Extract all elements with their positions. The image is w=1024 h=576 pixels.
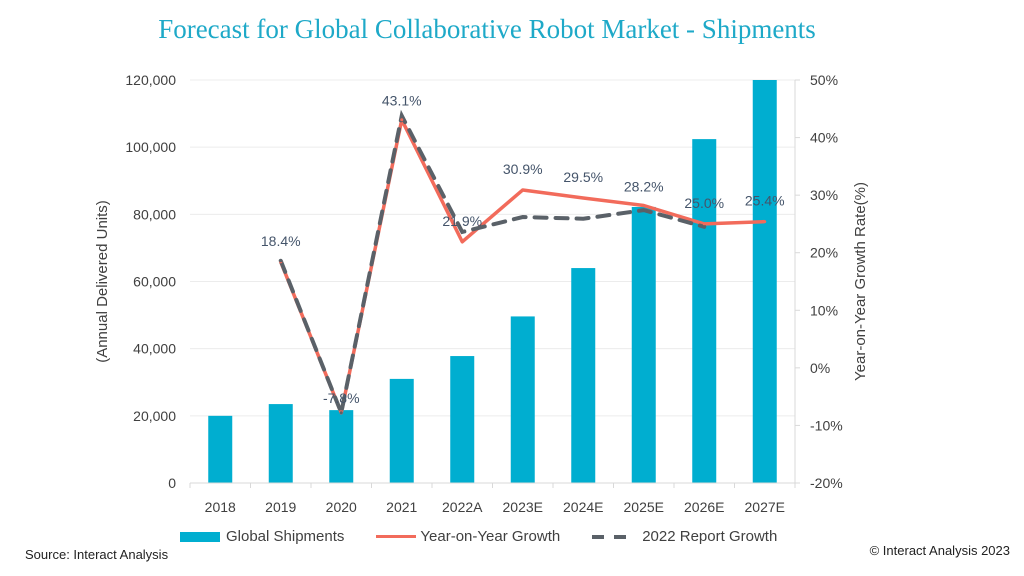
chart-title: Forecast for Global Collaborative Robot …	[158, 14, 816, 44]
y-tick-label: 60,000	[133, 274, 176, 290]
point-yoy-growth	[642, 204, 646, 208]
y2-tick-label: 20%	[810, 245, 838, 261]
legend-label: Year-on-Year Growth	[420, 528, 561, 545]
data-label: 21.9%	[442, 213, 482, 229]
bar-series-global-shipments	[208, 80, 777, 483]
point-2022-report-growth	[279, 259, 283, 263]
point-2022-report-growth	[642, 208, 646, 212]
point-yoy-growth	[460, 240, 464, 244]
legend-item-report-growth: 2022 Report Growth	[592, 528, 777, 545]
data-label: -7.8%	[323, 390, 360, 406]
y2-axis-title: Year-on-Year Growth Rate(%)	[852, 182, 869, 381]
x-tick-label: 2022A	[442, 499, 483, 515]
x-tick-label: 2024E	[563, 499, 603, 515]
bar	[268, 404, 293, 483]
bar	[450, 356, 475, 483]
point-2022-report-growth	[400, 114, 404, 118]
data-label: 25.0%	[684, 195, 724, 211]
line-2022-report-growth	[278, 109, 707, 420]
x-tick-label: 2023E	[503, 499, 543, 515]
x-tick-label: 2020	[326, 499, 357, 515]
bar	[208, 415, 233, 483]
point-2022-report-growth	[521, 215, 525, 219]
y-tick-label: 40,000	[133, 341, 176, 357]
point-yoy-growth	[400, 118, 404, 122]
y2-tick-label: 0%	[810, 360, 830, 376]
x-tick-label: 2025E	[624, 499, 664, 515]
source-note: Source: Interact Analysis	[25, 547, 169, 562]
legend-label: Global Shipments	[226, 528, 345, 545]
y-tick-label: 0	[168, 475, 176, 491]
y2-tick-label: -10%	[810, 417, 843, 433]
bar	[571, 268, 596, 483]
legend-swatch-line	[376, 535, 417, 538]
legend-item-yoy-growth: Year-on-Year Growth	[376, 528, 560, 545]
y2-tick-label: 50%	[810, 72, 838, 88]
x-tick-label: 2026E	[684, 499, 724, 515]
point-2022-report-growth	[339, 411, 343, 415]
legend-label: 2022 Report Growth	[642, 528, 778, 545]
bar	[692, 139, 717, 483]
axes: 0 20,000 40,000 60,000 80,000 100,000 120,000 -…	[94, 72, 869, 515]
bar	[752, 80, 777, 483]
data-label: 25.4%	[745, 193, 785, 209]
data-labels: 18.4% -7.8% 43.1% 21.9% 30.9% 29.5% 28.2% 25.0%…	[261, 93, 785, 406]
point-yoy-growth	[521, 188, 525, 192]
y2-tick-label: 40%	[810, 130, 838, 146]
legend-swatch-dashed	[592, 534, 633, 539]
point-2022-report-growth	[460, 230, 464, 234]
y2-tick-label: 10%	[810, 302, 838, 318]
data-label: 28.2%	[624, 179, 664, 195]
copyright-note: © Interact Analysis 2023	[869, 543, 1010, 558]
x-tick-label: 2021	[386, 499, 417, 515]
x-tick-label: 2019	[265, 499, 296, 515]
y2-tick-label: 30%	[810, 187, 838, 203]
point-yoy-growth	[763, 220, 767, 224]
y-axis-title: (Annual Delivered Units)	[94, 200, 111, 363]
legend: Global Shipments Year-on-Year Growth 202…	[180, 528, 809, 545]
y2-tick-label: -20%	[810, 475, 843, 491]
line-series	[278, 109, 767, 420]
bar	[631, 206, 656, 483]
x-tick-label: 2027E	[745, 499, 785, 515]
x-tick-label: 2018	[205, 499, 236, 515]
point-2022-report-growth	[581, 217, 585, 221]
bar	[510, 316, 535, 483]
bar	[389, 378, 414, 483]
point-yoy-growth	[581, 196, 585, 200]
point-yoy-growth	[702, 222, 706, 226]
data-label: 29.5%	[563, 169, 603, 185]
y-tick-label: 100,000	[125, 139, 176, 155]
bar	[329, 410, 354, 483]
data-label: 43.1%	[382, 93, 422, 109]
legend-item-global-shipments: Global Shipments	[180, 528, 344, 545]
data-label: 30.9%	[503, 161, 543, 177]
y-tick-label: 120,000	[125, 72, 176, 88]
legend-swatch-bar	[180, 531, 220, 542]
y-tick-label: 20,000	[133, 408, 176, 424]
y-tick-label: 80,000	[133, 206, 176, 222]
point-2022-report-growth	[702, 225, 706, 229]
data-label: 18.4%	[261, 233, 301, 249]
